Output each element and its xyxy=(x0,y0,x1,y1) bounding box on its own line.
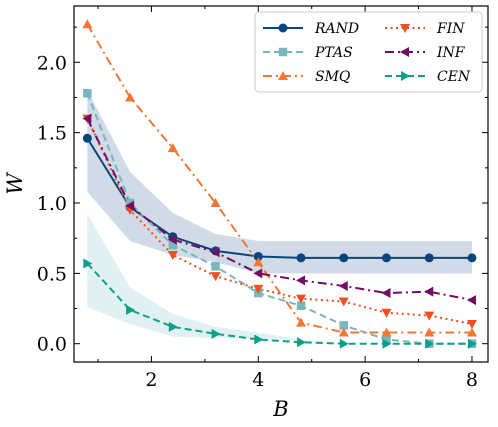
series-line-inf xyxy=(86,118,473,302)
legend-box xyxy=(254,11,483,93)
series-lines xyxy=(86,23,473,345)
data-point-fin xyxy=(466,320,477,330)
data-point-inf xyxy=(82,113,92,124)
data-point-cen xyxy=(425,338,435,349)
data-point-fin xyxy=(424,311,435,321)
data-point-cen xyxy=(339,338,349,349)
series-line-rand xyxy=(86,137,472,259)
data-point-inf xyxy=(125,200,135,211)
data-point-fin xyxy=(296,294,307,304)
series-markers xyxy=(82,19,477,349)
data-point-inf xyxy=(296,275,306,286)
data-point-rand xyxy=(339,253,349,263)
legend-marker-rand xyxy=(278,23,288,33)
plot-frame xyxy=(73,5,489,363)
data-point-cen xyxy=(382,338,392,349)
data-point-ptas xyxy=(339,321,349,330)
data-point-fin xyxy=(210,272,221,282)
legend-label-cen: CEN xyxy=(437,69,471,85)
legend-marker-fin xyxy=(400,24,410,33)
data-point-rand xyxy=(382,253,392,263)
data-point-rand xyxy=(296,253,306,263)
data-point-inf xyxy=(253,268,263,279)
data-point-ptas xyxy=(125,198,135,208)
data-point-ptas xyxy=(296,301,306,310)
confidence-bands xyxy=(87,90,472,344)
data-point-smq xyxy=(466,327,477,337)
legend-marker-inf xyxy=(400,47,409,57)
data-point-rand xyxy=(467,253,477,263)
data-point-smq xyxy=(296,317,307,327)
series-line-fin xyxy=(86,118,473,325)
x-tick-label: 2 xyxy=(145,369,157,391)
legend-label-fin: FIN xyxy=(436,21,465,37)
data-point-cen xyxy=(168,321,178,332)
legend-marker-cen xyxy=(401,71,410,81)
series-line-cen xyxy=(86,262,472,345)
band-rand xyxy=(87,90,472,274)
data-point-inf xyxy=(424,286,434,297)
data-point-rand xyxy=(82,133,92,143)
series-line-smq xyxy=(86,23,472,334)
legend-marker-smq xyxy=(278,71,288,80)
y-tick-label: 1.0 xyxy=(37,193,67,215)
series-line-ptas xyxy=(86,92,472,345)
data-point-fin xyxy=(167,251,178,261)
data-point-smq xyxy=(210,197,221,207)
data-point-smq xyxy=(82,19,93,29)
y-axis-label: W xyxy=(3,171,27,195)
data-point-inf xyxy=(210,247,220,258)
data-point-ptas xyxy=(83,88,92,98)
legend-label-rand: RAND xyxy=(314,21,359,37)
data-point-cen xyxy=(126,304,136,315)
data-point-rand xyxy=(424,253,434,263)
data-point-fin xyxy=(381,308,392,318)
axis-ticks: 2 4 6 8 0.0 0.5 1.0 1.5 2.0 xyxy=(37,6,488,391)
data-point-ptas xyxy=(382,335,391,344)
data-point-smq xyxy=(338,327,349,337)
data-point-smq xyxy=(167,143,178,153)
data-point-smq xyxy=(125,92,136,102)
legend-marker-ptas xyxy=(278,47,288,57)
data-point-fin xyxy=(253,284,264,294)
data-point-cen xyxy=(254,334,264,345)
data-point-cen xyxy=(467,338,477,349)
data-point-inf xyxy=(338,281,348,292)
x-tick-label: 6 xyxy=(359,369,371,391)
data-point-inf xyxy=(167,234,177,245)
legend: RAND PTAS SMQ FIN INF CEN xyxy=(254,11,483,93)
legend-label-inf: INF xyxy=(436,45,466,61)
x-tick-label: 4 xyxy=(252,369,264,391)
y-tick-label: 2.0 xyxy=(37,52,67,74)
data-point-ptas xyxy=(168,240,178,250)
x-axis-label: B xyxy=(272,397,288,421)
y-tick-label: 1.5 xyxy=(37,123,67,145)
data-point-cen xyxy=(83,258,93,269)
data-point-smq xyxy=(424,327,435,337)
data-point-inf xyxy=(381,288,391,299)
data-point-cen xyxy=(297,337,307,348)
data-point-smq xyxy=(381,327,392,337)
y-tick-label: 0.5 xyxy=(37,263,67,285)
data-point-ptas xyxy=(211,262,220,271)
y-tick-label: 0.0 xyxy=(37,334,67,356)
data-point-cen xyxy=(211,328,221,339)
data-point-smq xyxy=(253,257,264,267)
data-point-inf xyxy=(466,295,476,306)
legend-label-ptas: PTAS xyxy=(314,45,353,61)
data-point-fin xyxy=(338,297,349,307)
legend-label-smq: SMQ xyxy=(315,69,351,85)
x-tick-label: 8 xyxy=(466,369,478,391)
data-point-rand xyxy=(253,251,263,261)
